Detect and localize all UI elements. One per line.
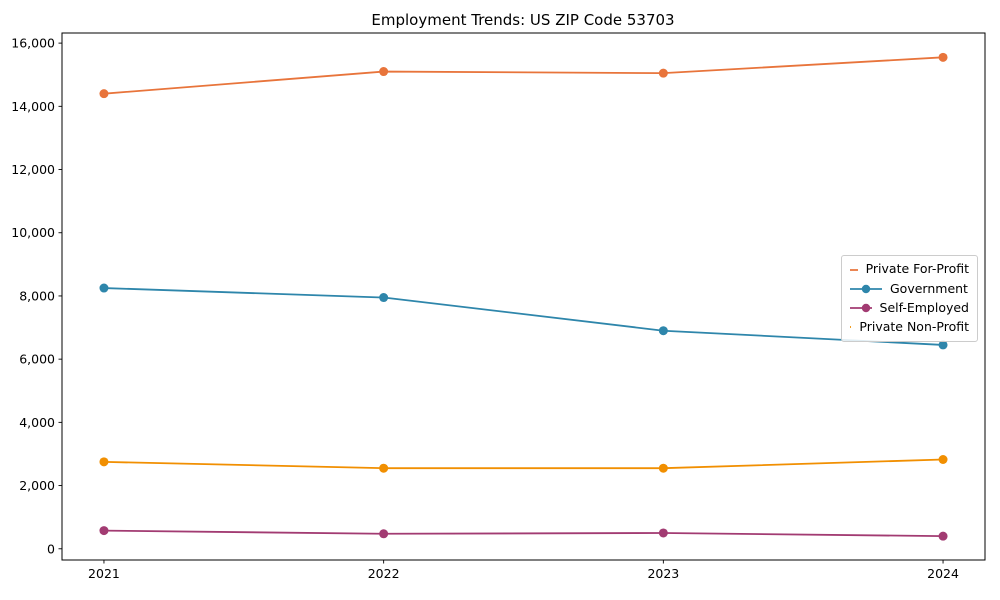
y-tick-label: 2,000 <box>19 478 55 493</box>
data-point <box>938 340 948 350</box>
y-tick-label: 0 <box>47 541 55 556</box>
data-point <box>938 454 948 464</box>
legend-sample-dot <box>861 284 871 294</box>
legend-label: Private Non-Profit <box>859 319 969 335</box>
data-point <box>938 52 948 62</box>
y-tick-label: 16,000 <box>11 36 55 51</box>
series-layer <box>99 52 948 541</box>
data-point <box>658 528 668 538</box>
legend-item: Private Non-Profit <box>850 321 969 334</box>
y-tick-label: 8,000 <box>19 288 55 303</box>
data-point <box>658 326 668 336</box>
data-point <box>379 293 389 303</box>
series-line <box>103 529 944 538</box>
legend-marker-icon <box>850 326 852 329</box>
chart-title: Employment Trends: US ZIP Code 53703 <box>371 11 674 29</box>
legend: Private For-Profit Government Self-Employe… <box>841 255 978 342</box>
y-tick-label: 6,000 <box>19 352 55 367</box>
data-point <box>99 457 109 467</box>
legend-item: Government <box>850 280 969 296</box>
legend-item: Private For-Profit <box>850 263 969 276</box>
data-point <box>379 529 389 539</box>
data-point <box>938 531 948 541</box>
data-point <box>99 283 109 293</box>
series-private-non-profit <box>99 454 948 473</box>
legend-sample-dot <box>861 303 871 313</box>
axes: 0 2,000 4,000 6,000 8,000 10,000 12,000 14,000 1… <box>11 32 986 581</box>
series-self-employed <box>99 526 948 541</box>
legend-label: Private For-Profit <box>865 261 969 277</box>
y-tick-label: 10,000 <box>11 225 55 240</box>
series-line <box>103 287 944 346</box>
legend-label: Government <box>890 280 968 296</box>
y-tick-label: 4,000 <box>19 415 55 430</box>
x-tick-label: 2023 <box>647 566 679 581</box>
data-point <box>658 463 668 473</box>
legend-item: Self-Employed <box>850 299 969 315</box>
x-tick-label: 2021 <box>88 566 120 581</box>
series-government <box>99 283 948 350</box>
legend-marker-icon <box>850 303 872 313</box>
y-tick-label: 14,000 <box>11 99 55 114</box>
series-private-for-profit <box>99 52 948 99</box>
data-point <box>99 89 109 99</box>
data-point <box>99 526 109 536</box>
series-line <box>103 458 944 470</box>
x-tick-label: 2024 <box>927 566 959 581</box>
legend-label: Self-Employed <box>879 299 969 315</box>
legend-marker-icon <box>850 284 882 294</box>
data-point <box>379 463 389 473</box>
legend-marker-icon <box>850 268 858 271</box>
data-point <box>658 68 668 78</box>
series-line <box>103 56 944 95</box>
y-tick-label: 12,000 <box>11 162 55 177</box>
plot-border <box>61 32 986 561</box>
x-tick-label: 2022 <box>368 566 400 581</box>
data-point <box>379 67 389 77</box>
